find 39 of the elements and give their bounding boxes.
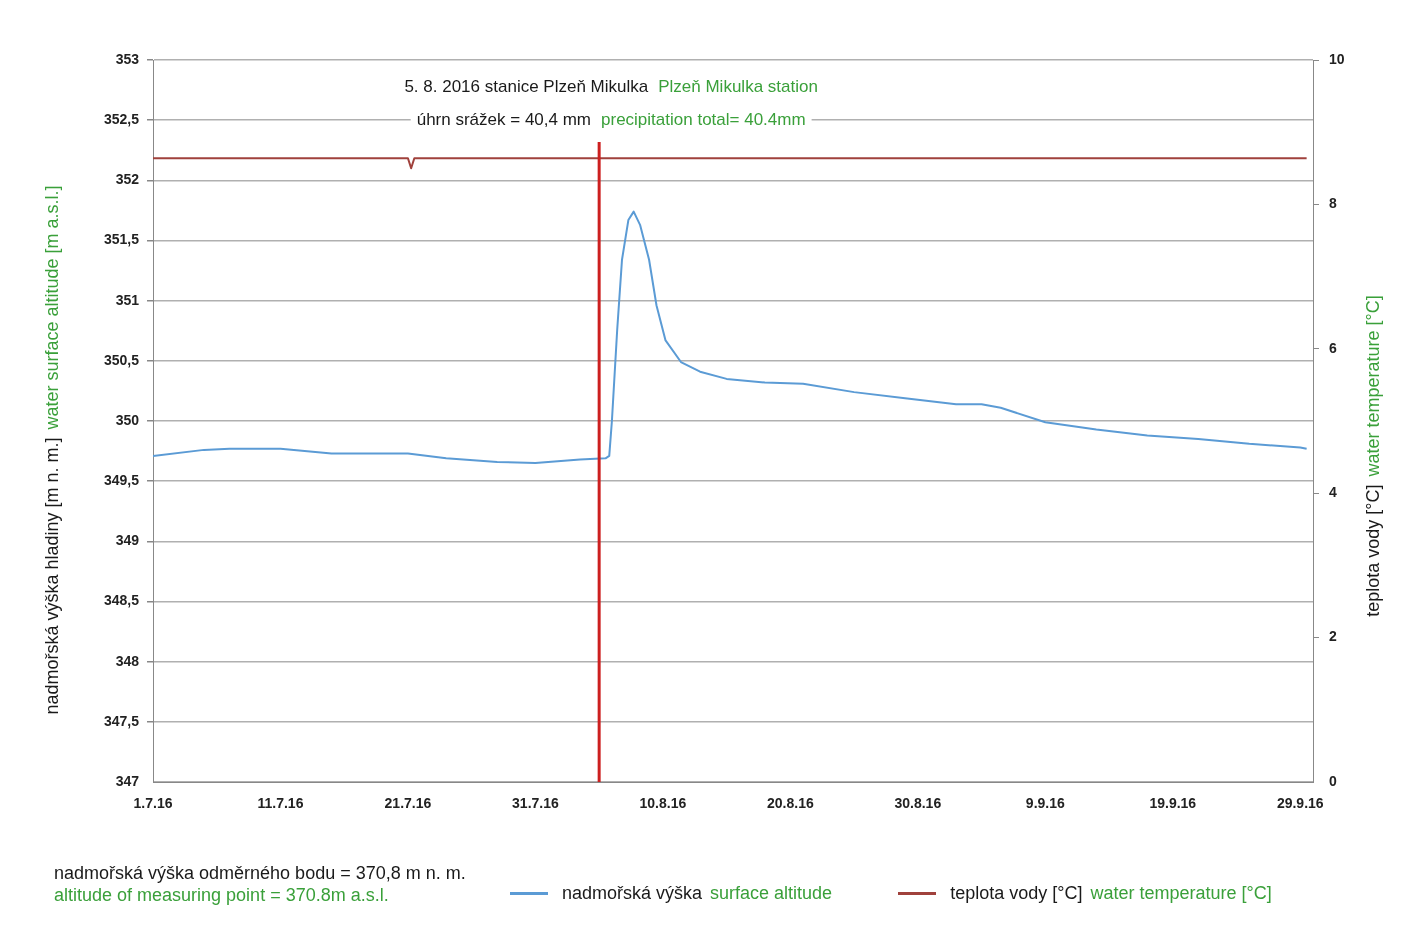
text: nadmořská výška odměrného bodu = 370,8 m n. m.	[54, 862, 466, 884]
annotation: 5. 8. 2016 stanice Plzeň Mikulka	[404, 76, 649, 96]
annotation: precipitation total= 40.4mm	[601, 110, 806, 130]
legend-label: nadmořská výška surface altitude	[562, 883, 833, 903]
x-tick-label: 1.7.16	[133, 795, 173, 812]
y-tick-label: 351,5	[103, 231, 140, 248]
x-tick-label: 29.9.16	[1276, 795, 1324, 812]
text: altitude of measuring point = 370.8m a.s.l.	[54, 884, 390, 906]
x-tick-label: 31.7.16	[512, 795, 559, 812]
y2-tick-label: 8	[1329, 195, 1337, 212]
y-tick-label: 351	[115, 291, 140, 308]
legend-label: teplota vody [°C] water temperature [°C]	[950, 883, 1272, 903]
y2-tick-label: 6	[1329, 339, 1337, 356]
x-tick-label: 21.7.16	[384, 795, 432, 812]
y2-tick-label: 10	[1329, 50, 1345, 67]
y-tick-label: 349,5	[103, 472, 140, 489]
y2-tick-label: 4	[1329, 484, 1337, 501]
y-tick-label: 348	[115, 652, 140, 669]
y-tick-label: 352	[115, 171, 140, 188]
annotation: úhrn srážek = 40,4 mm	[416, 110, 592, 130]
y2-axis-title: teplota vody [°C] water temperature [°C]	[1362, 295, 1383, 617]
x-tick-label: 30.8.16	[894, 795, 942, 812]
x-tick-label: 9.9.16	[1025, 795, 1065, 812]
y-tick-label: 350	[115, 411, 140, 428]
y-tick-label: 350,5	[103, 351, 140, 368]
y-tick-label: 349	[115, 532, 140, 549]
y2-tick-label: 0	[1329, 772, 1337, 789]
y-tick-label: 348,5	[103, 592, 140, 609]
y-axis-title: nadmořská výška hladiny [m n. m.] water surface altitude [m a.s.l.]	[41, 185, 62, 715]
x-tick-label: 11.7.16	[257, 795, 304, 812]
y-tick-label: 352,5	[103, 111, 140, 128]
x-tick-label: 10.8.16	[639, 795, 687, 812]
annotation: Plzeň Mikulka station	[658, 76, 818, 96]
y-tick-label: 347	[115, 772, 140, 789]
y-tick-label: 347,5	[103, 712, 140, 729]
x-tick-label: 19.9.16	[1149, 795, 1197, 812]
y2-tick-label: 2	[1329, 628, 1337, 645]
x-tick-label: 20.8.16	[767, 795, 814, 812]
y-tick-label: 353	[115, 50, 140, 67]
